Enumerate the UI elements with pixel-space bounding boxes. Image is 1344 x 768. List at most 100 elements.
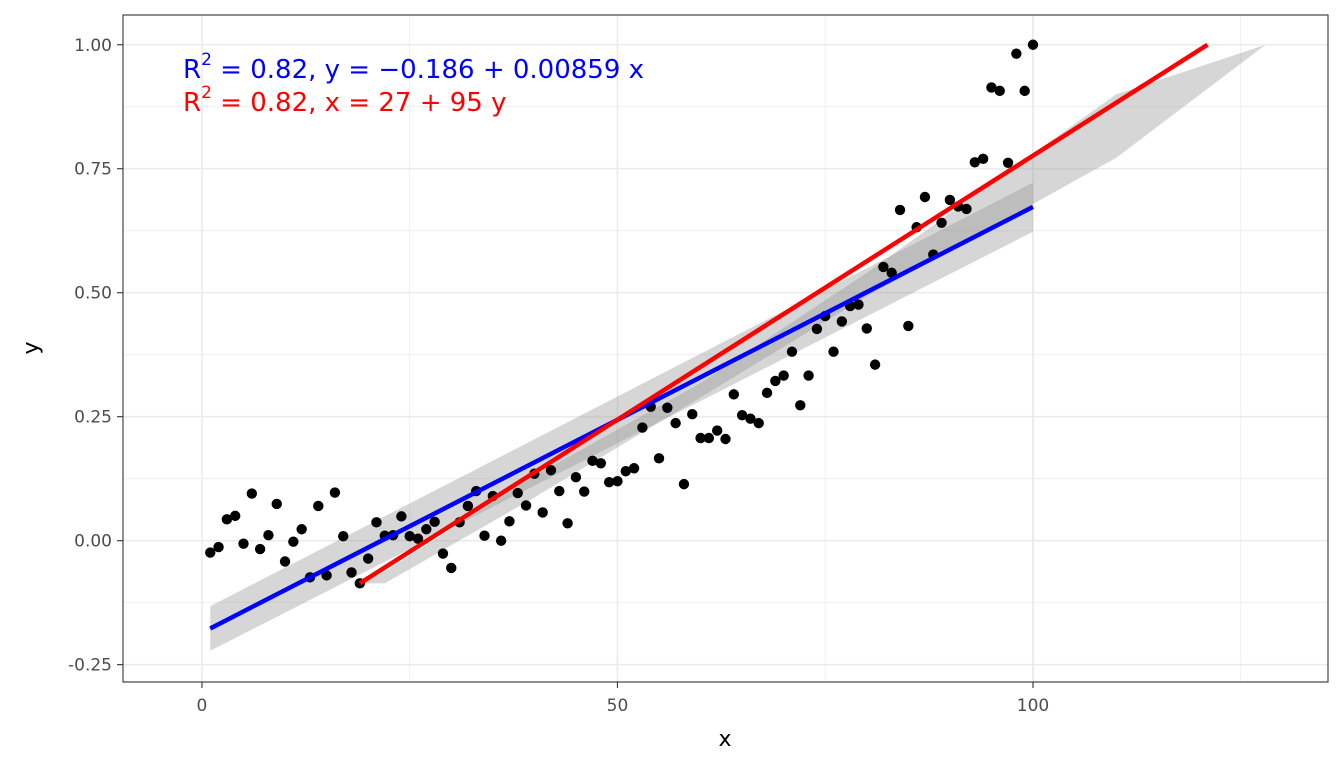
- data-point: [861, 323, 872, 334]
- data-point: [362, 553, 374, 564]
- data-point: [238, 538, 249, 549]
- data-point: [977, 153, 989, 165]
- data-point: [637, 422, 648, 433]
- data-point: [520, 500, 532, 511]
- data-point: [587, 455, 598, 467]
- data-point: [603, 476, 615, 488]
- data-point: [396, 511, 407, 522]
- data-point: [678, 478, 690, 490]
- data-point: [537, 507, 548, 518]
- confidence-band-red: [359, 44, 1266, 584]
- data-point: [429, 516, 440, 528]
- equation-label-red: R2 = 0.82, x = 27 + 95 y: [183, 83, 506, 118]
- equation-label-blue-r: R: [183, 55, 201, 85]
- data-point: [1019, 85, 1030, 97]
- equation-label-red-sup: 2: [201, 83, 212, 103]
- data-point: [338, 531, 349, 542]
- data-point: [246, 488, 258, 499]
- data-point: [653, 453, 665, 464]
- equation-label-red-rest: = 0.82, x = 27 + 95 y: [212, 88, 507, 118]
- data-point: [1011, 48, 1022, 59]
- data-point: [313, 500, 324, 512]
- data-point: [462, 500, 474, 512]
- panel-border: [122, 14, 1329, 683]
- data-point: [371, 517, 382, 528]
- data-point: [346, 567, 357, 578]
- equation-label-blue-rest: = 0.82, y = −0.186 + 0.00859 x: [212, 55, 644, 85]
- y-tick-label: 0.75: [74, 160, 112, 180]
- data-point: [412, 533, 424, 544]
- data-point: [1002, 157, 1014, 168]
- minor-gridlines: [123, 15, 1328, 682]
- data-point: [479, 530, 490, 541]
- data-point: [446, 562, 457, 574]
- data-point: [620, 466, 631, 477]
- data-point: [662, 402, 673, 413]
- data-point: [495, 535, 507, 546]
- data-point: [894, 204, 906, 216]
- data-point: [869, 359, 881, 370]
- x-tick-label: 50: [607, 696, 629, 716]
- data-point: [736, 410, 748, 421]
- data-point: [321, 570, 332, 581]
- data-point: [229, 510, 241, 522]
- equation-label-blue-sup: 2: [201, 50, 212, 70]
- data-point: [271, 498, 282, 510]
- data-point: [811, 323, 823, 335]
- y-axis-ticks: -0.25 0.00 0.25 0.50 0.75 1.00: [68, 36, 123, 676]
- data-point: [961, 203, 972, 215]
- data-points: [205, 39, 1039, 589]
- x-tick-label: 100: [1017, 696, 1049, 716]
- data-point: [1027, 39, 1039, 50]
- data-point: [437, 548, 449, 559]
- y-tick-label: -0.25: [68, 656, 112, 676]
- data-point: [329, 487, 341, 498]
- x-axis-title: x: [718, 727, 731, 752]
- y-tick-label: 1.00: [74, 36, 112, 56]
- data-point: [670, 417, 681, 429]
- equation-label-red-r: R: [183, 88, 201, 118]
- data-point: [263, 530, 274, 541]
- data-point: [296, 524, 307, 535]
- data-point: [595, 458, 607, 469]
- data-point: [279, 556, 291, 567]
- data-point: [795, 400, 806, 411]
- fit-line-red: [358, 42, 1209, 586]
- data-point: [761, 387, 773, 399]
- data-point: [504, 516, 515, 527]
- data-point: [753, 417, 764, 429]
- data-point: [628, 463, 640, 474]
- data-point: [570, 471, 582, 483]
- data-point: [994, 85, 1005, 97]
- major-gridlines: [123, 15, 1328, 682]
- data-point: [205, 547, 216, 558]
- data-point: [836, 316, 848, 327]
- y-axis-title: y: [19, 341, 44, 354]
- data-point: [919, 191, 931, 203]
- equation-label-blue: R2 = 0.82, y = −0.186 + 0.00859 x: [183, 50, 644, 85]
- data-point: [728, 389, 740, 400]
- data-point: [969, 157, 981, 168]
- data-point: [770, 375, 781, 387]
- data-point: [878, 261, 889, 273]
- data-point: [786, 346, 798, 357]
- data-point: [853, 299, 864, 310]
- data-point: [254, 543, 266, 555]
- data-point: [720, 433, 731, 445]
- data-point: [711, 425, 723, 436]
- data-point: [512, 487, 523, 499]
- data-point: [687, 409, 698, 420]
- y-tick-label: 0.00: [74, 532, 112, 552]
- data-point: [944, 194, 956, 206]
- x-axis-ticks: 0 50 100: [197, 682, 1049, 716]
- data-point: [903, 320, 914, 332]
- data-point: [828, 346, 839, 357]
- data-point: [986, 82, 997, 93]
- data-point: [612, 475, 623, 487]
- data-point: [778, 370, 789, 381]
- data-point: [745, 413, 756, 424]
- data-point: [703, 432, 715, 444]
- data-point: [221, 514, 233, 525]
- data-point: [213, 541, 224, 553]
